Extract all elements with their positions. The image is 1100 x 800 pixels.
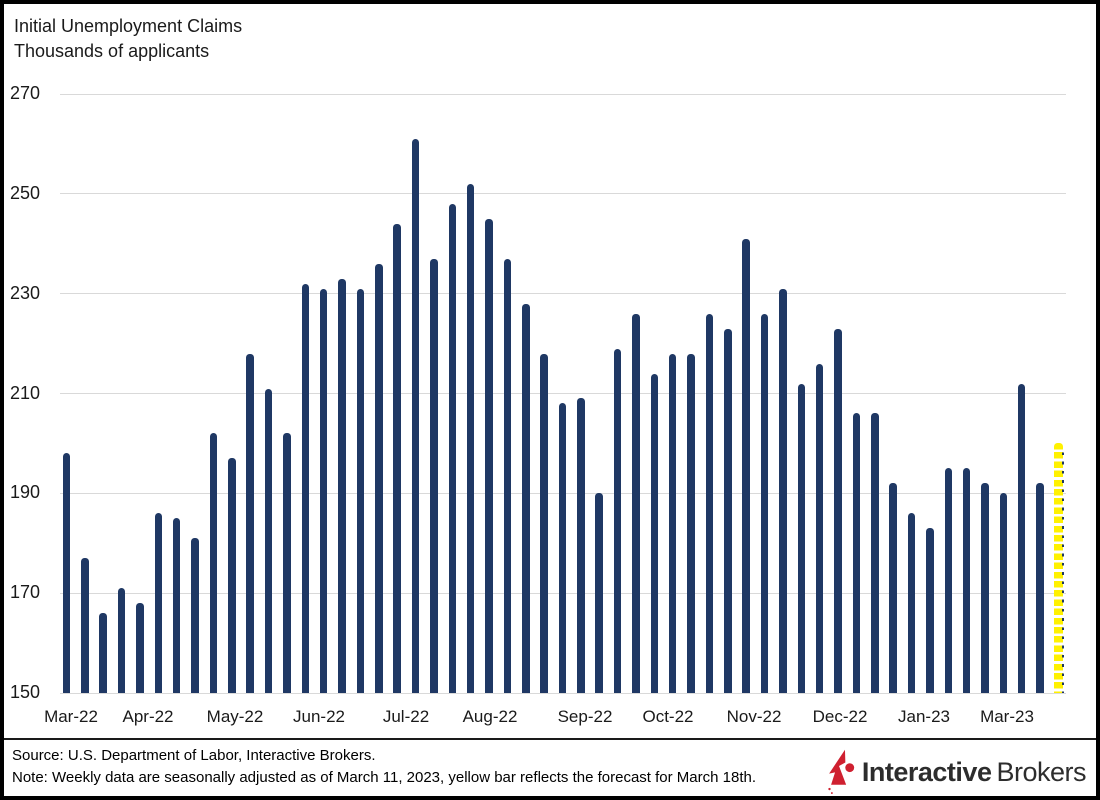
claims-bar — [613, 348, 622, 693]
claims-bar — [209, 433, 218, 693]
footer: Source: U.S. Department of Labor, Intera… — [12, 745, 756, 789]
y-tick-label: 250 — [10, 182, 41, 203]
claims-bar — [926, 528, 934, 693]
claims-bar — [503, 258, 512, 693]
claims-bar — [705, 313, 714, 693]
claims-bar — [668, 353, 677, 693]
claims-bar — [283, 433, 291, 693]
claims-bar — [889, 483, 897, 693]
ib-logo-icon — [828, 749, 855, 794]
claims-bar — [1036, 483, 1044, 693]
forecast-bar — [1054, 443, 1064, 693]
x-tick-label: Jul-22 — [382, 707, 430, 726]
claims-bar — [962, 468, 971, 693]
claims-bar — [742, 238, 750, 693]
claims-bar — [466, 183, 475, 693]
claims-bar — [301, 283, 310, 693]
footer-separator — [4, 738, 1096, 740]
claims-bar — [577, 398, 585, 693]
x-tick-label: Aug-22 — [462, 707, 518, 726]
plot-area: 270 250 230 210 190 170 150 Mar-22 Apr-22 May-22 J… — [4, 4, 1096, 796]
claims-bar — [871, 413, 879, 693]
y-tick-label: 150 — [10, 682, 41, 702]
chart-subtitle: Thousands of applicants — [14, 41, 210, 61]
x-tick-label: Mar-23 — [980, 707, 1034, 726]
claims-bar — [540, 353, 548, 693]
y-tick-label: 190 — [10, 482, 41, 503]
claims-bar — [136, 603, 144, 693]
gridline — [60, 393, 1066, 394]
claims-bar — [411, 138, 420, 693]
x-tick-label: Mar-22 — [44, 707, 98, 726]
x-tick-label: Jun-22 — [293, 707, 345, 726]
y-tick-label: 210 — [10, 382, 41, 403]
claims-bar — [338, 278, 346, 693]
claims-bar — [999, 493, 1008, 693]
claims-bar — [852, 413, 861, 693]
x-tick-label: Sep-22 — [557, 707, 613, 726]
x-tick-label: Jan-23 — [898, 707, 950, 726]
gridline — [60, 692, 1066, 694]
claims-bar — [485, 218, 493, 693]
claims-bar — [62, 453, 71, 693]
chart-title: Initial Unemployment Claims — [14, 16, 243, 36]
claims-bar — [834, 328, 842, 693]
x-tick-label: Oct-22 — [642, 707, 694, 726]
claims-bar — [797, 383, 806, 693]
x-tick-label: Apr-22 — [122, 707, 174, 726]
y-tick-label: 230 — [10, 282, 41, 303]
claims-bar — [815, 363, 824, 693]
gridline — [60, 293, 1066, 295]
gridline — [60, 93, 1066, 95]
claims-bar — [81, 558, 89, 693]
claims-bar — [117, 588, 126, 693]
claims-bar — [356, 288, 365, 693]
x-tick-label: Nov-22 — [726, 707, 782, 726]
logo-text-regular: Brokers — [996, 756, 1086, 787]
claims-bar — [944, 468, 952, 693]
claims-bar — [687, 353, 695, 693]
interactive-brokers-logo: Interactive Brokers — [825, 749, 1086, 795]
claims-bar — [448, 203, 457, 693]
claims-bar — [246, 353, 254, 693]
gridline — [60, 193, 1066, 195]
claims-bar — [191, 538, 199, 693]
claims-bar — [430, 258, 438, 693]
logo-text-bold: Interactive — [861, 756, 992, 787]
claims-bar — [632, 313, 640, 693]
claims-bar — [264, 388, 273, 693]
claims-bar — [99, 613, 107, 693]
note-text: Note: Weekly data are seasonally adjuste… — [12, 769, 756, 786]
claims-bar — [779, 288, 787, 693]
claims-bar — [907, 513, 916, 693]
source-text: Source: U.S. Department of Labor, Intera… — [12, 747, 376, 764]
claims-bar — [724, 328, 732, 693]
claims-bar — [558, 403, 567, 693]
claims-bar — [393, 223, 401, 693]
claims-bar — [1017, 383, 1026, 693]
y-tick-label: 170 — [10, 582, 41, 603]
claims-bar — [154, 513, 163, 693]
claims-bar — [375, 263, 383, 693]
claims-bar — [650, 373, 659, 693]
claims-bar — [522, 303, 530, 693]
claims-bar — [319, 288, 328, 693]
x-tick-label: Dec-22 — [812, 707, 868, 726]
claims-bar — [760, 313, 769, 693]
claims-bar — [228, 458, 236, 693]
y-tick-label: 270 — [10, 83, 41, 103]
x-tick-label: May-22 — [206, 707, 264, 726]
claims-bar — [595, 493, 603, 693]
claims-bar — [981, 483, 989, 693]
claims-bar — [172, 518, 181, 693]
